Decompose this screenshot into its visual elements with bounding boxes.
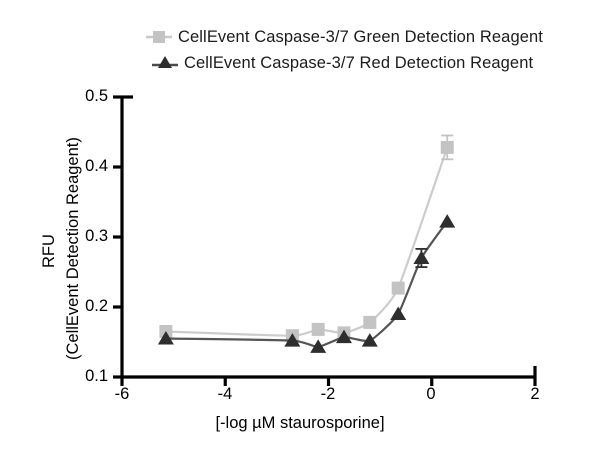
x-tick-label-2: -2 <box>320 385 336 403</box>
chart-legend: CellEvent Caspase-3/7 Green Detection Re… <box>146 24 586 76</box>
x-axis-title: [-log µM staurosporine] <box>215 414 385 432</box>
legend-label-green: CellEvent Caspase-3/7 Green Detection Re… <box>178 27 543 46</box>
y-tick-label-4: 0.1 <box>85 367 108 385</box>
legend-item-green: CellEvent Caspase-3/7 Green Detection Re… <box>146 24 586 50</box>
legend-item-red: CellEvent Caspase-3/7 Red Detection Reag… <box>152 50 586 76</box>
axis-lines <box>113 95 537 386</box>
y-tick-label-2: 0.3 <box>85 227 108 245</box>
x-tick-label-1: -4 <box>217 385 233 403</box>
x-tick-label-3: 0 <box>426 385 436 403</box>
series-red <box>157 214 456 353</box>
y-tick-label-0: 0.5 <box>85 87 108 105</box>
x-tick-label-4: 2 <box>530 385 540 403</box>
square-marker-icon <box>146 27 172 47</box>
legend-label-red: CellEvent Caspase-3/7 Red Detection Reag… <box>184 53 534 72</box>
y-tick-label-3: 0.2 <box>85 297 108 315</box>
triangle-marker-icon <box>152 53 178 73</box>
y-tick-label-1: 0.4 <box>85 157 108 175</box>
series-green <box>159 134 454 343</box>
x-tick-label-0: -6 <box>114 385 130 403</box>
